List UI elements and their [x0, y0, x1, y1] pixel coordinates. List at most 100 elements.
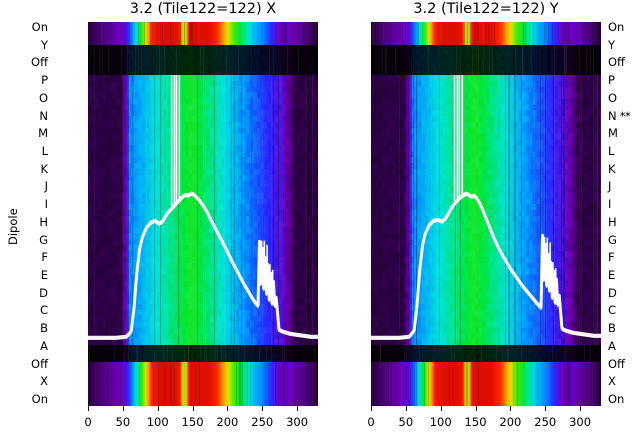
dipole-label-right-2[interactable]: Off [608, 57, 625, 69]
lower-dark-gap-right [371, 345, 601, 362]
dipole-label-text-right-3: P [608, 73, 615, 88]
dipole-label-right-16[interactable]: C [608, 305, 616, 317]
dipole-label-text-right-9: J [608, 179, 612, 194]
dipole-label-right-18[interactable]: A [608, 340, 616, 353]
dipole-label-text-right-19: Off [608, 356, 625, 371]
top-calibration-strip-left [88, 22, 318, 45]
x-tick-label-left-0: 0 [84, 415, 92, 429]
x-tick-mark-right-200 [510, 406, 512, 411]
dipole-label-left-3[interactable]: P [41, 73, 48, 88]
dipole-label-right-3[interactable]: P [608, 73, 615, 88]
dipole-label-right-20[interactable]: X [608, 376, 616, 388]
dipole-label-right-7[interactable]: L [608, 145, 614, 158]
dipole-label-text-right-11: H [608, 214, 617, 229]
dipole-label-right-8[interactable]: K [608, 161, 616, 176]
dipole-label-right-4[interactable]: O [608, 90, 618, 105]
dipole-label-left-15[interactable]: D [39, 285, 48, 300]
dipole-label-text-left-15: D [39, 285, 48, 300]
dipole-label-left-2[interactable]: Off [31, 57, 48, 69]
dipole-label-text-right-4: O [608, 90, 618, 105]
dipole-label-left-10[interactable]: I [44, 197, 48, 212]
waterfall-heatmap-right[interactable] [371, 75, 601, 345]
dipole-label-left-18[interactable]: A [40, 340, 48, 353]
dipole-label-left-4[interactable]: O [38, 90, 48, 105]
dipole-label-text-left-20: X [40, 374, 48, 389]
x-tick-label-right-100: 100 [429, 415, 452, 429]
x-tick-label-right-250: 250 [534, 415, 557, 429]
dipole-label-left-9[interactable]: J [45, 181, 48, 193]
dipole-label-left-8[interactable]: K [40, 161, 48, 176]
dipole-label-left-5[interactable]: N [39, 108, 48, 123]
dipole-label-right-10[interactable]: I [608, 197, 612, 212]
dipole-label-left-1[interactable]: Y [41, 39, 48, 52]
dipole-label-right-17[interactable]: B [608, 322, 616, 335]
dipole-label-text-right-5: N [608, 108, 617, 123]
x-tick-mark-left-250 [262, 406, 264, 411]
dipole-label-text-left-21: On [31, 392, 48, 406]
dipole-label-left-19[interactable]: Off [31, 356, 48, 371]
x-tick-label-left-150: 150 [181, 415, 204, 429]
dipole-label-text-left-6: M [38, 126, 48, 141]
x-tick-mark-right-100 [440, 406, 442, 411]
x-tick-label-right-50: 50 [398, 415, 414, 429]
dipole-label-text-left-0: On [31, 20, 48, 34]
dipole-label-right-0[interactable]: On [608, 21, 624, 34]
dipole-label-text-right-13: F [608, 250, 615, 265]
dipole-label-right-13[interactable]: F [608, 252, 615, 264]
dipole-label-left-12[interactable]: G [39, 234, 48, 247]
dipole-label-right-21[interactable]: On [608, 393, 624, 406]
x-tick-mark-right-50 [405, 406, 407, 411]
dipole-label-text-right-16: C [608, 303, 617, 318]
dipole-label-text-left-5: N [39, 108, 48, 123]
dipole-label-text-left-11: H [39, 214, 48, 229]
dipole-label-right-5[interactable]: N ** [608, 108, 631, 123]
dipole-label-right-12[interactable]: G [608, 232, 617, 247]
x-axis-left: 0 50 100 150 200 250 300 [84, 406, 318, 434]
mean-spectrum-curve-left [88, 75, 318, 340]
dipole-label-text-right-14: E [608, 268, 616, 282]
dipole-label-right-9[interactable]: J [608, 181, 611, 193]
x-tick-mark-left-100 [157, 406, 159, 411]
dipole-label-text-left-4: O [38, 90, 48, 105]
dipole-label-right-15[interactable]: D [608, 287, 617, 300]
bottom-calibration-strip-right [371, 362, 601, 406]
dipole-label-text-left-8: K [40, 161, 48, 176]
dipole-label-left-20[interactable]: X [40, 376, 48, 388]
dipole-label-text-left-19: Off [31, 356, 48, 371]
dipole-label-text-left-3: P [41, 73, 48, 88]
x-tick-label-left-50: 50 [115, 415, 131, 429]
dipole-label-left-21[interactable]: On [31, 392, 48, 406]
lower-dark-gap-left [88, 345, 318, 362]
dipole-label-text-left-2: Off [31, 55, 48, 70]
dipole-label-right-19[interactable]: Off [608, 356, 625, 371]
dipole-label-left-14[interactable]: E [40, 268, 48, 282]
dipole-label-text-left-9: J [44, 179, 48, 194]
dipole-label-right-1[interactable]: Y [608, 39, 615, 52]
mean-spectrum-curve-right [371, 75, 601, 340]
dipole-label-left-11[interactable]: H [39, 214, 48, 229]
x-tick-mark-right-300 [580, 406, 582, 411]
dipole-label-text-right-8: K [608, 161, 616, 176]
dipole-label-right-14[interactable]: E [608, 268, 616, 282]
dipole-label-left-7[interactable]: L [41, 144, 48, 158]
dipole-label-text-left-14: E [40, 268, 48, 282]
dipole-label-text-left-10: I [44, 197, 48, 212]
dipole-label-text-left-7: L [41, 144, 48, 158]
dipole-label-text-right-10: I [608, 197, 612, 212]
dipole-label-left-13[interactable]: F [41, 252, 48, 264]
dipole-label-right-11[interactable]: H [608, 214, 617, 229]
dipole-label-text-left-16: C [39, 303, 48, 318]
x-tick-label-right-200: 200 [499, 415, 522, 429]
dipole-label-right-6[interactable]: M [608, 128, 618, 140]
dipole-label-text-right-20: X [608, 374, 616, 389]
dipole-label-text-right-12: G [608, 232, 617, 247]
x-tick-mark-left-200 [227, 406, 229, 411]
dipole-label-left-16[interactable]: C [40, 305, 48, 317]
dipole-label-left-0[interactable]: On [31, 20, 48, 34]
waterfall-heatmap-left[interactable] [88, 75, 318, 345]
dipole-label-left-17[interactable]: B [40, 322, 48, 335]
dipole-label-left-6[interactable]: M [38, 128, 48, 140]
dipole-flag-marker-right-5: ** [616, 108, 631, 123]
